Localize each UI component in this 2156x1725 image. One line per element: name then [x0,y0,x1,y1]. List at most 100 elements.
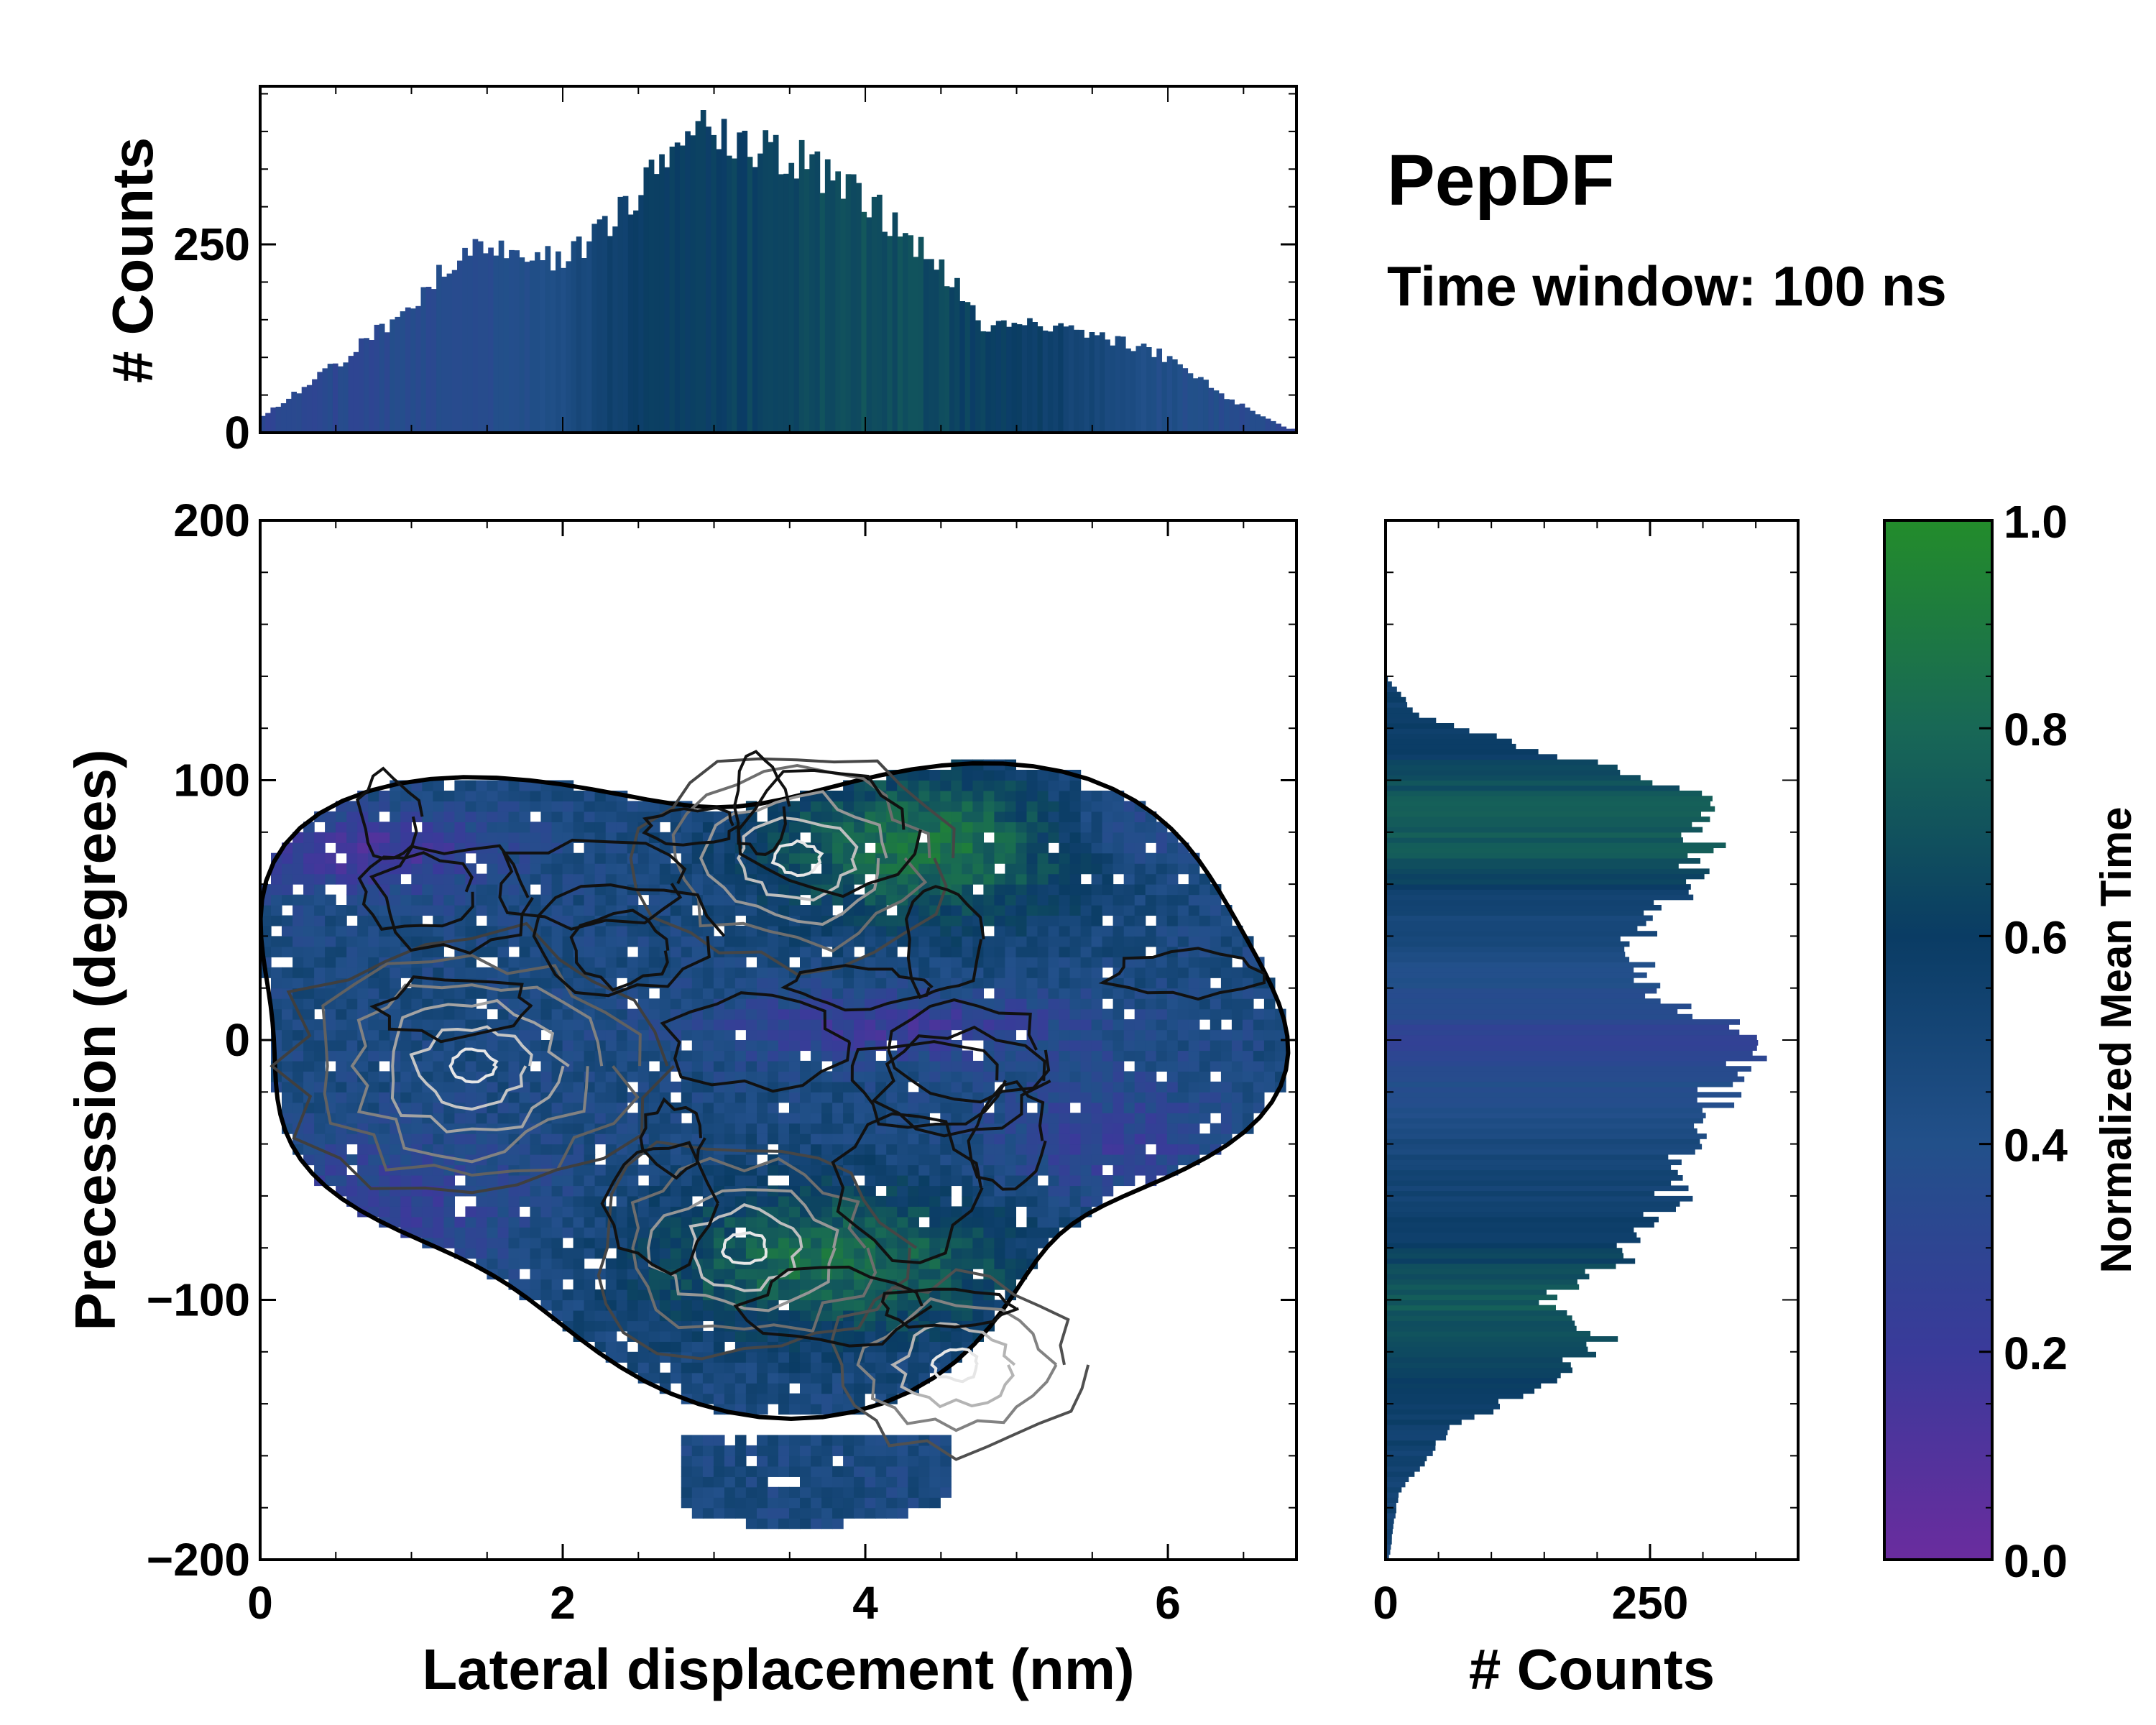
heatmap-cell [886,1185,898,1197]
heatmap-cell [1145,1154,1157,1166]
heatmap-cell [487,967,499,978]
density-contour [1098,947,1266,1001]
heatmap-cell [454,1050,466,1062]
heatmap-cell [972,1071,985,1082]
heatmap-cell [713,1393,725,1404]
heatmap-cell [1263,1050,1276,1062]
heatmap-cell [487,1248,499,1259]
heatmap-cell [832,1216,844,1228]
top-plot-frame [259,85,1298,434]
heatmap-cell [800,1351,811,1363]
top-histogram-bar [348,356,354,433]
heatmap-cell [637,1185,650,1197]
heatmap-cell [1037,967,1049,978]
heatmap-cell [1199,1081,1211,1092]
heatmap-cell [540,1144,553,1155]
heatmap-cell [1253,1102,1265,1113]
heatmap-cell [713,1300,725,1311]
heatmap-cell [768,1372,779,1384]
heatmap-cell [681,1154,693,1166]
heatmap-cell [379,832,390,843]
heatmap-cell [659,1227,671,1238]
heatmap-cell [724,1269,736,1280]
top-histogram-bar [1068,325,1074,433]
heatmap-cell [1091,832,1103,843]
heatmap-cell [336,1102,347,1113]
heatmap-cell [800,1310,811,1322]
heatmap-cell [1080,1008,1092,1020]
heatmap-cell [745,1040,757,1052]
heatmap-cell [670,1362,682,1374]
heatmap-cell [1091,1154,1103,1166]
heatmap-cell [1037,884,1049,896]
heatmap-cell [768,1164,779,1176]
heatmap-cell [1156,1133,1168,1145]
heatmap-cell [573,1320,585,1332]
heatmap-cell [962,1279,974,1290]
heatmap-cell [681,852,693,864]
heatmap-cell [1026,946,1038,957]
heatmap-cell [346,957,358,968]
heatmap-cell [1102,957,1114,968]
heatmap-cell [594,1019,607,1031]
heatmap-cell [1015,988,1028,999]
heatmap-cell [443,925,456,937]
heatmap-cell [1026,1227,1038,1238]
heatmap-cell [1048,884,1060,896]
heatmap-cell [1091,791,1103,802]
top-histogram-bar [747,157,753,433]
heatmap-cell [303,967,315,978]
heatmap-cell [271,894,282,906]
heatmap-cell [325,1081,336,1092]
right-histogram-bar [1386,972,1647,978]
heatmap-cell [821,936,833,947]
heatmap-cell [983,1206,995,1218]
heatmap-cell [368,884,379,896]
top-histogram-bar [519,257,525,433]
heatmap-cell [584,957,596,968]
heatmap-cell [724,936,736,947]
right-histogram-bar [1386,1263,1616,1269]
heatmap-cell [1210,1081,1222,1092]
heatmap-cell [1069,957,1082,968]
heatmap-cell [951,1237,962,1248]
heatmap-cell [1102,1092,1114,1103]
heatmap-cell [1026,811,1038,822]
heatmap-cell [918,1019,930,1031]
heatmap-cell [1091,1008,1103,1020]
heatmap-cell [1026,1133,1038,1145]
heatmap-cell [325,832,336,843]
heatmap-cell [1156,1123,1168,1134]
density-contour [369,975,533,1044]
heatmap-cell [691,852,704,864]
heatmap-cell [594,1092,607,1103]
heatmap-cell [476,894,488,906]
heatmap-cell [605,1164,617,1176]
heatmap-cell [832,1144,844,1155]
heatmap-cell [368,1040,379,1052]
heatmap-cell [465,988,477,999]
heatmap-cell [972,1206,985,1218]
heatmap-cell [1177,1040,1189,1052]
heatmap-cell [325,946,336,957]
heatmap-cell [670,915,682,926]
heatmap-cell [713,1237,725,1248]
heatmap-cell [379,1133,390,1145]
heatmap-cell [854,1445,865,1456]
top-histogram-bar [1058,323,1064,433]
top-histogram-bar [1115,336,1121,433]
heatmap-cell [983,811,995,822]
heatmap-cell [691,1507,704,1519]
heatmap-cell [400,925,412,937]
heatmap-cell [540,1185,553,1197]
heatmap-cell [1005,1154,1017,1166]
heatmap-cell [1102,925,1114,937]
heatmap-cell [1156,967,1168,978]
heatmap-cell [972,978,985,989]
heatmap-cell [681,1341,693,1353]
right-histogram-bar [1386,822,1692,828]
heatmap-cell [433,1019,444,1031]
top-histogram-bar [566,261,572,433]
heatmap-cell [854,1071,865,1082]
heatmap-cell [465,967,477,978]
